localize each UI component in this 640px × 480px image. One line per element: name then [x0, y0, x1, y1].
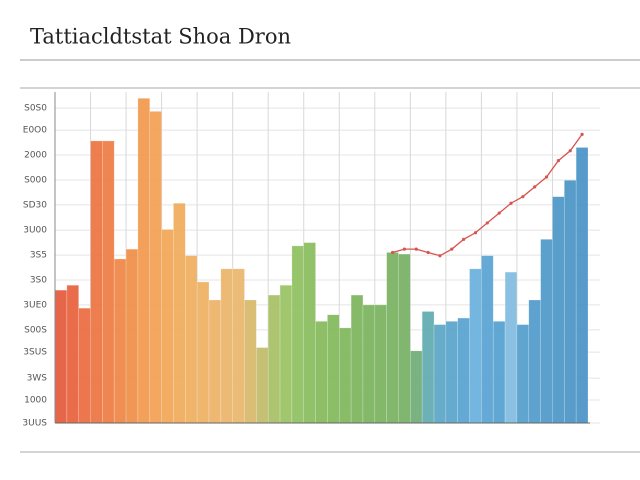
bar — [469, 268, 482, 424]
bar — [481, 255, 494, 424]
bar — [338, 327, 352, 424]
bar — [303, 242, 316, 424]
bar — [184, 255, 198, 424]
lines — [390, 132, 584, 258]
bar — [386, 252, 399, 424]
bar — [102, 140, 115, 424]
trend-point — [497, 211, 501, 215]
y-tick-label: 1000 — [24, 396, 47, 406]
bar — [540, 239, 553, 424]
y-tick-label: S0S0 — [24, 104, 47, 114]
bar — [315, 321, 328, 424]
y-tick-label: 3UUS — [22, 419, 47, 429]
bar — [327, 314, 340, 424]
bar — [457, 317, 470, 424]
bar — [90, 140, 103, 424]
bar — [113, 258, 127, 424]
y-tick-label: 3U00 — [23, 226, 47, 236]
bar — [256, 347, 269, 424]
trend-point — [521, 195, 525, 199]
bar — [66, 284, 79, 424]
bar — [421, 311, 435, 424]
trend-point — [544, 175, 549, 179]
bar — [410, 350, 423, 424]
bar — [564, 179, 577, 424]
bar — [504, 271, 518, 424]
chart-title: Tattiacldtstat Shoa Dron — [30, 25, 291, 49]
bar — [374, 304, 387, 424]
y-tick-label: 3S5 — [30, 251, 47, 261]
trend-point — [533, 185, 537, 189]
trend-point — [390, 250, 395, 255]
trend-point — [473, 231, 478, 235]
bar — [137, 97, 151, 424]
bar — [196, 281, 210, 424]
bar — [575, 147, 589, 424]
bar — [362, 304, 376, 424]
y-tick-label: S00S — [24, 325, 47, 335]
bar — [350, 294, 364, 424]
bars — [54, 97, 589, 424]
bar — [279, 284, 293, 424]
trend-point — [580, 132, 584, 136]
y-tick-label: E0O0 — [23, 126, 47, 136]
y-tick-label: 3S0 — [30, 275, 47, 285]
bar — [208, 299, 222, 424]
bar — [552, 196, 565, 424]
y-tick-label: S000 — [24, 175, 47, 185]
trend-point — [556, 159, 560, 163]
y-tick-label: 2000 — [24, 151, 47, 161]
bar — [267, 294, 281, 424]
bar — [291, 245, 305, 424]
y-tick-label: 3UE0 — [23, 300, 47, 310]
trend-point — [450, 247, 454, 251]
bar — [78, 307, 91, 424]
trend-point — [414, 247, 418, 251]
bar — [398, 253, 411, 424]
bar — [161, 229, 174, 424]
y-tick-label: 3WS — [27, 374, 48, 384]
bar — [528, 299, 541, 424]
bar — [232, 268, 245, 424]
bar — [244, 299, 257, 424]
y-tick-label: SD30 — [23, 200, 47, 210]
trend-point — [485, 221, 489, 225]
trend-point — [462, 237, 466, 241]
trend-point — [426, 250, 430, 255]
y-tick-label: 3SUS — [23, 348, 47, 358]
bar — [445, 321, 459, 424]
bar — [433, 324, 447, 424]
trend-point — [568, 149, 572, 153]
trend-point — [509, 201, 513, 205]
bar — [220, 268, 233, 424]
trend-point — [402, 247, 407, 251]
bar — [125, 248, 139, 424]
bar — [516, 324, 530, 424]
bar — [54, 289, 68, 424]
trend-point — [438, 254, 442, 258]
bar — [149, 111, 162, 424]
bar — [492, 321, 506, 424]
bar — [173, 202, 186, 424]
